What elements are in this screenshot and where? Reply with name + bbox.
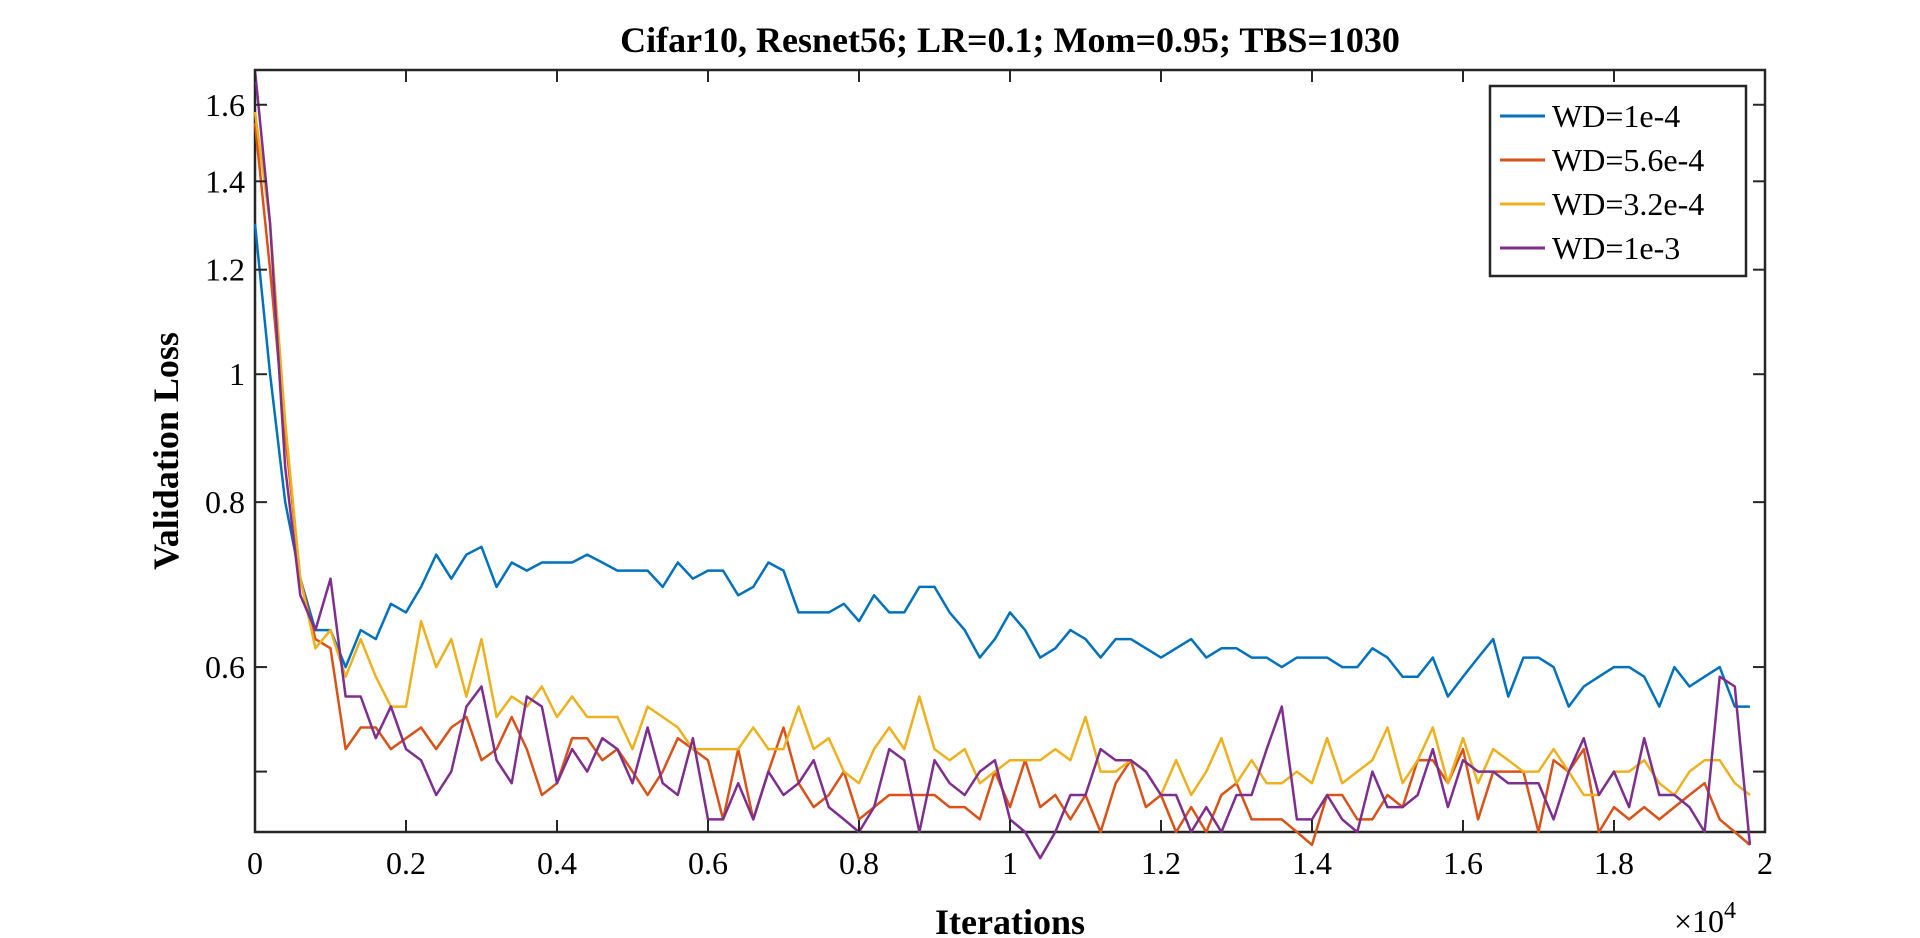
- x-axis-exponent-power: 4: [1724, 898, 1736, 924]
- x-tick-label: 0.2: [386, 845, 426, 881]
- x-axis-exponent: ×104: [1674, 898, 1736, 938]
- x-tick-label: 1: [1002, 845, 1018, 881]
- legend-label-2: WD=5.6e-4: [1552, 142, 1704, 178]
- x-axis-exponent-base: ×10: [1674, 903, 1724, 938]
- series-line-1: [253, 223, 1750, 708]
- chart-title: Cifar10, Resnet56; LR=0.1; Mom=0.95; TBS…: [620, 20, 1400, 60]
- y-tick-label: 1.6: [205, 87, 245, 123]
- x-axis-ticks: 0 0.2 0.4 0.6 0.8 1 1.2 1.4 1.6 1.8 2: [247, 70, 1773, 881]
- legend-label-1: WD=1e-4: [1552, 98, 1680, 134]
- x-tick-label: 1.2: [1141, 845, 1181, 881]
- x-tick-label: 1.8: [1594, 845, 1634, 881]
- legend: WD=1e-4 WD=5.6e-4 WD=3.2e-4 WD=1e-3: [1488, 84, 1748, 278]
- y-tick-label: 0.6: [205, 649, 245, 685]
- x-tick-label: 0.6: [688, 845, 728, 881]
- series-layer: [253, 69, 1752, 860]
- y-tick-label: 1: [229, 356, 245, 392]
- y-tick-label: 0.8: [205, 484, 245, 520]
- x-tick-label: 2: [1757, 845, 1773, 881]
- y-tick-label: 1.4: [205, 163, 245, 199]
- x-tick-label: 0: [247, 845, 263, 881]
- legend-box: [1488, 84, 1748, 278]
- x-axis-label: Iterations: [935, 902, 1085, 938]
- legend-label-3: WD=3.2e-4: [1552, 186, 1704, 222]
- x-tick-label: 0.8: [839, 845, 879, 881]
- series-line-4: [253, 69, 1752, 860]
- series-line-3: [253, 111, 1751, 797]
- x-tick-label: 1.6: [1443, 845, 1483, 881]
- y-axis-ticks: 0.6 0.8 1 1.2 1.4 1.6: [205, 87, 1765, 773]
- y-tick-label: 1.2: [205, 252, 245, 288]
- legend-label-4: WD=1e-3: [1552, 230, 1680, 266]
- x-tick-label: 1.4: [1292, 845, 1332, 881]
- x-tick-label: 0.4: [537, 845, 577, 881]
- y-axis-label: Validation Loss: [146, 332, 186, 570]
